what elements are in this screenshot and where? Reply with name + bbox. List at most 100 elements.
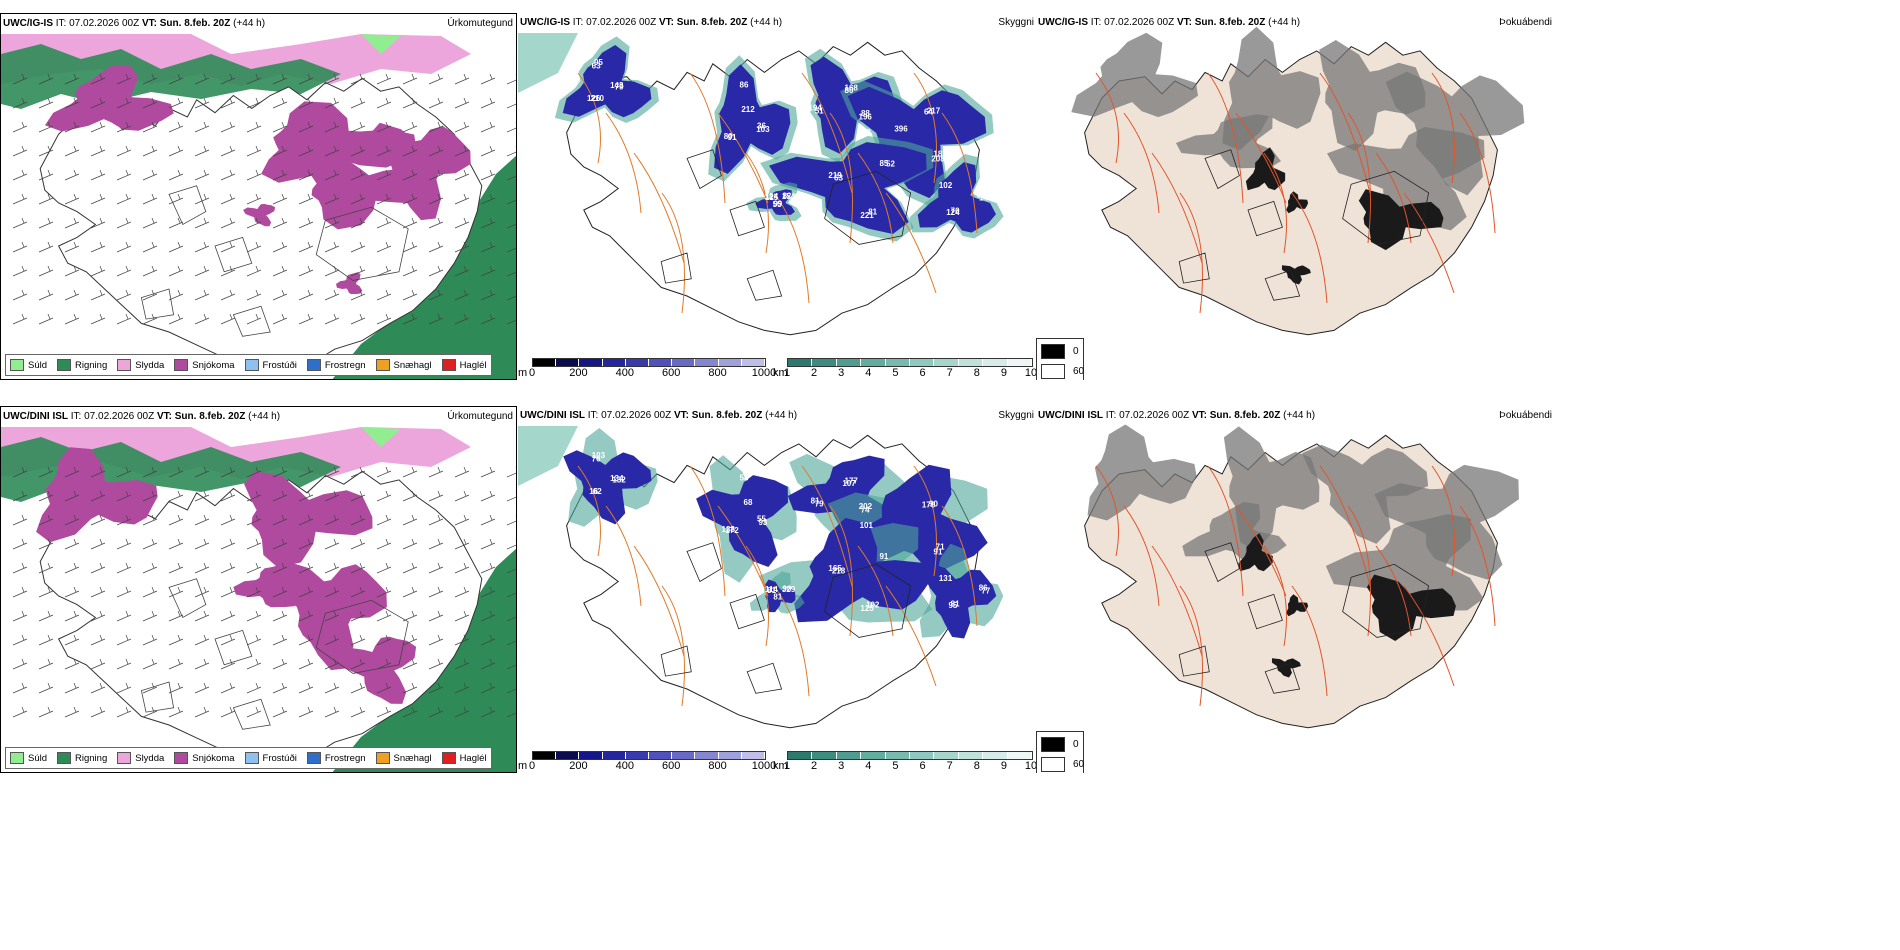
wind-barb	[506, 707, 516, 718]
wind-barb	[272, 217, 288, 229]
wind-barb	[324, 97, 340, 109]
cloud-base-label: 90	[929, 499, 938, 508]
wind-barb	[506, 146, 516, 157]
road-line	[885, 192, 937, 294]
wind-barb	[90, 466, 106, 478]
road-line	[689, 72, 726, 204]
colorbar-m-1: m 0 200 400 600 800 1000	[518, 358, 776, 380]
glacier-outline	[686, 149, 722, 190]
colorbar-tick: 6	[919, 760, 926, 772]
wind-barb	[116, 193, 132, 205]
precip-map-2	[1, 427, 516, 772]
glacier-outline	[315, 206, 409, 281]
wind-barb	[454, 241, 470, 253]
glacier-outline	[1247, 593, 1283, 630]
wind-barb	[324, 265, 340, 277]
wind-barb	[220, 706, 236, 718]
drizzle-patch	[361, 427, 401, 447]
wind-barb	[90, 658, 106, 670]
road-line	[1207, 465, 1244, 597]
wind-barb	[246, 193, 262, 205]
wind-barb	[12, 490, 28, 502]
vt-label: VT:	[141, 18, 157, 29]
cloud-base-label: 103	[756, 125, 770, 134]
wind-barb	[324, 682, 340, 694]
colorbar-step	[649, 752, 673, 759]
wind-barb	[194, 217, 210, 229]
road-line	[717, 505, 769, 597]
wind-barb	[220, 610, 236, 622]
wind-barb	[428, 193, 444, 205]
road-line	[801, 465, 853, 587]
precip-header-1: UWC/IG-IS IT: 07.02.2026 00Z VT: Sun. 8.…	[3, 18, 265, 29]
wind-barb	[324, 490, 340, 502]
wind-barb	[480, 634, 496, 646]
wind-barb	[298, 466, 314, 478]
glacier-outline	[824, 563, 912, 638]
wind-barb	[220, 145, 236, 157]
init-time: IT: 07.02.2026 00Z	[1090, 17, 1175, 28]
wind-barb	[38, 658, 54, 670]
colorbar-step	[741, 752, 766, 759]
wind-barb	[246, 514, 262, 526]
legend-label: Frostúði	[262, 752, 297, 764]
road-line	[633, 152, 685, 264]
wind-barb	[298, 682, 314, 694]
wind-barb	[272, 193, 288, 205]
model-name: UWC/IG-IS	[520, 17, 570, 28]
road-line	[1179, 585, 1203, 707]
fog-shade-area	[1325, 514, 1484, 612]
wind-barb	[12, 241, 28, 253]
glacier-outline	[168, 185, 207, 226]
wind-barb	[454, 169, 470, 181]
colorbar-step	[934, 359, 959, 366]
wind-barb	[324, 217, 340, 229]
cloud-base-area	[755, 189, 795, 216]
legend-label: Frostregn	[324, 752, 366, 764]
wind-barb	[194, 490, 210, 502]
wind-barb	[194, 586, 210, 598]
cloud-base-label: 182	[933, 150, 947, 159]
wind-barb	[12, 193, 28, 205]
wind-barb	[324, 121, 340, 133]
cloud-base-label: 217	[927, 106, 941, 115]
wind-barb	[350, 514, 366, 526]
colorbar-strip	[787, 751, 1033, 760]
wind-barb	[64, 313, 80, 325]
wind-barb	[428, 562, 444, 574]
wind-barb	[272, 169, 288, 181]
cloud-base-label: 58	[740, 473, 749, 482]
lead-time: (+44 h)	[248, 411, 281, 422]
wind-barb	[90, 265, 106, 277]
wind-barb	[324, 466, 340, 478]
wind-barb	[12, 562, 28, 574]
wind-barb	[298, 562, 314, 574]
cloud-base-label: 219	[828, 171, 842, 180]
wind-barb	[12, 73, 28, 85]
lead-time: (+44 h)	[1268, 17, 1301, 28]
colorbar-step	[672, 752, 696, 759]
wind-barb	[454, 265, 470, 277]
wind-barb	[376, 145, 392, 157]
wind-barb	[168, 313, 184, 325]
valid-time: Sun. 8.feb. 20Z	[1194, 17, 1266, 28]
wind-barb	[168, 562, 184, 574]
vt-label: VT:	[1176, 17, 1192, 28]
wind-barb	[454, 634, 470, 646]
cloud-base-label: 137	[977, 191, 991, 200]
wind-barb	[168, 97, 184, 109]
legend-item: Snjókoma	[174, 359, 235, 371]
cloud-base-label: 202	[859, 502, 873, 511]
cloud-base-label: 80	[724, 132, 733, 141]
cloud-base-label: 102	[939, 181, 953, 190]
wind-barb	[12, 514, 28, 526]
wind-barb	[194, 562, 210, 574]
wind-barb	[480, 265, 496, 277]
wind-barb	[376, 490, 392, 502]
road-line	[1151, 152, 1203, 264]
wind-barb	[454, 217, 470, 229]
wind-barb	[402, 313, 418, 325]
wind-barb	[64, 586, 80, 598]
sea-rain-area	[332, 548, 516, 772]
wind-barb	[454, 562, 470, 574]
